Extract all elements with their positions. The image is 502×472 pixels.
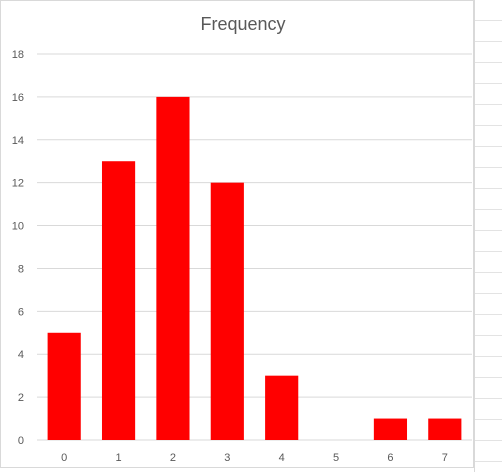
x-tick-label: 3 — [224, 452, 230, 464]
y-tick-label: 0 — [18, 435, 24, 447]
bar-3[interactable] — [210, 182, 244, 440]
bar-0[interactable] — [47, 332, 81, 440]
x-tick-label: 6 — [387, 452, 393, 464]
x-tick-label: 0 — [61, 452, 67, 464]
y-tick-label: 6 — [18, 306, 24, 318]
bars — [47, 96, 462, 440]
chart-title: Frequency — [200, 14, 285, 34]
x-tick-label: 1 — [116, 452, 122, 464]
y-tick-label: 4 — [18, 349, 24, 361]
x-tick-label: 7 — [442, 452, 448, 464]
x-tick-label: 5 — [333, 452, 339, 464]
spreadsheet-gridlines — [474, 0, 502, 472]
bar-1[interactable] — [101, 161, 136, 440]
y-tick-label: 10 — [12, 221, 24, 233]
y-tick-label: 16 — [12, 92, 24, 104]
x-axis-tick-labels: 0 1 2 3 4 5 6 7 — [61, 452, 448, 464]
bar-6[interactable] — [373, 418, 408, 440]
y-tick-label: 2 — [18, 392, 24, 404]
y-tick-label: 12 — [12, 178, 24, 190]
bar-4[interactable] — [265, 375, 299, 440]
y-tick-label: 8 — [18, 263, 24, 275]
x-tick-label: 4 — [279, 452, 285, 464]
y-tick-label: 14 — [12, 135, 24, 147]
y-tick-label: 18 — [12, 49, 24, 61]
y-axis-tick-labels: 0 2 4 6 8 10 12 14 16 18 — [12, 49, 24, 447]
bar-7[interactable] — [428, 418, 462, 440]
bar-2[interactable] — [156, 96, 190, 440]
x-tick-label: 2 — [170, 452, 176, 464]
